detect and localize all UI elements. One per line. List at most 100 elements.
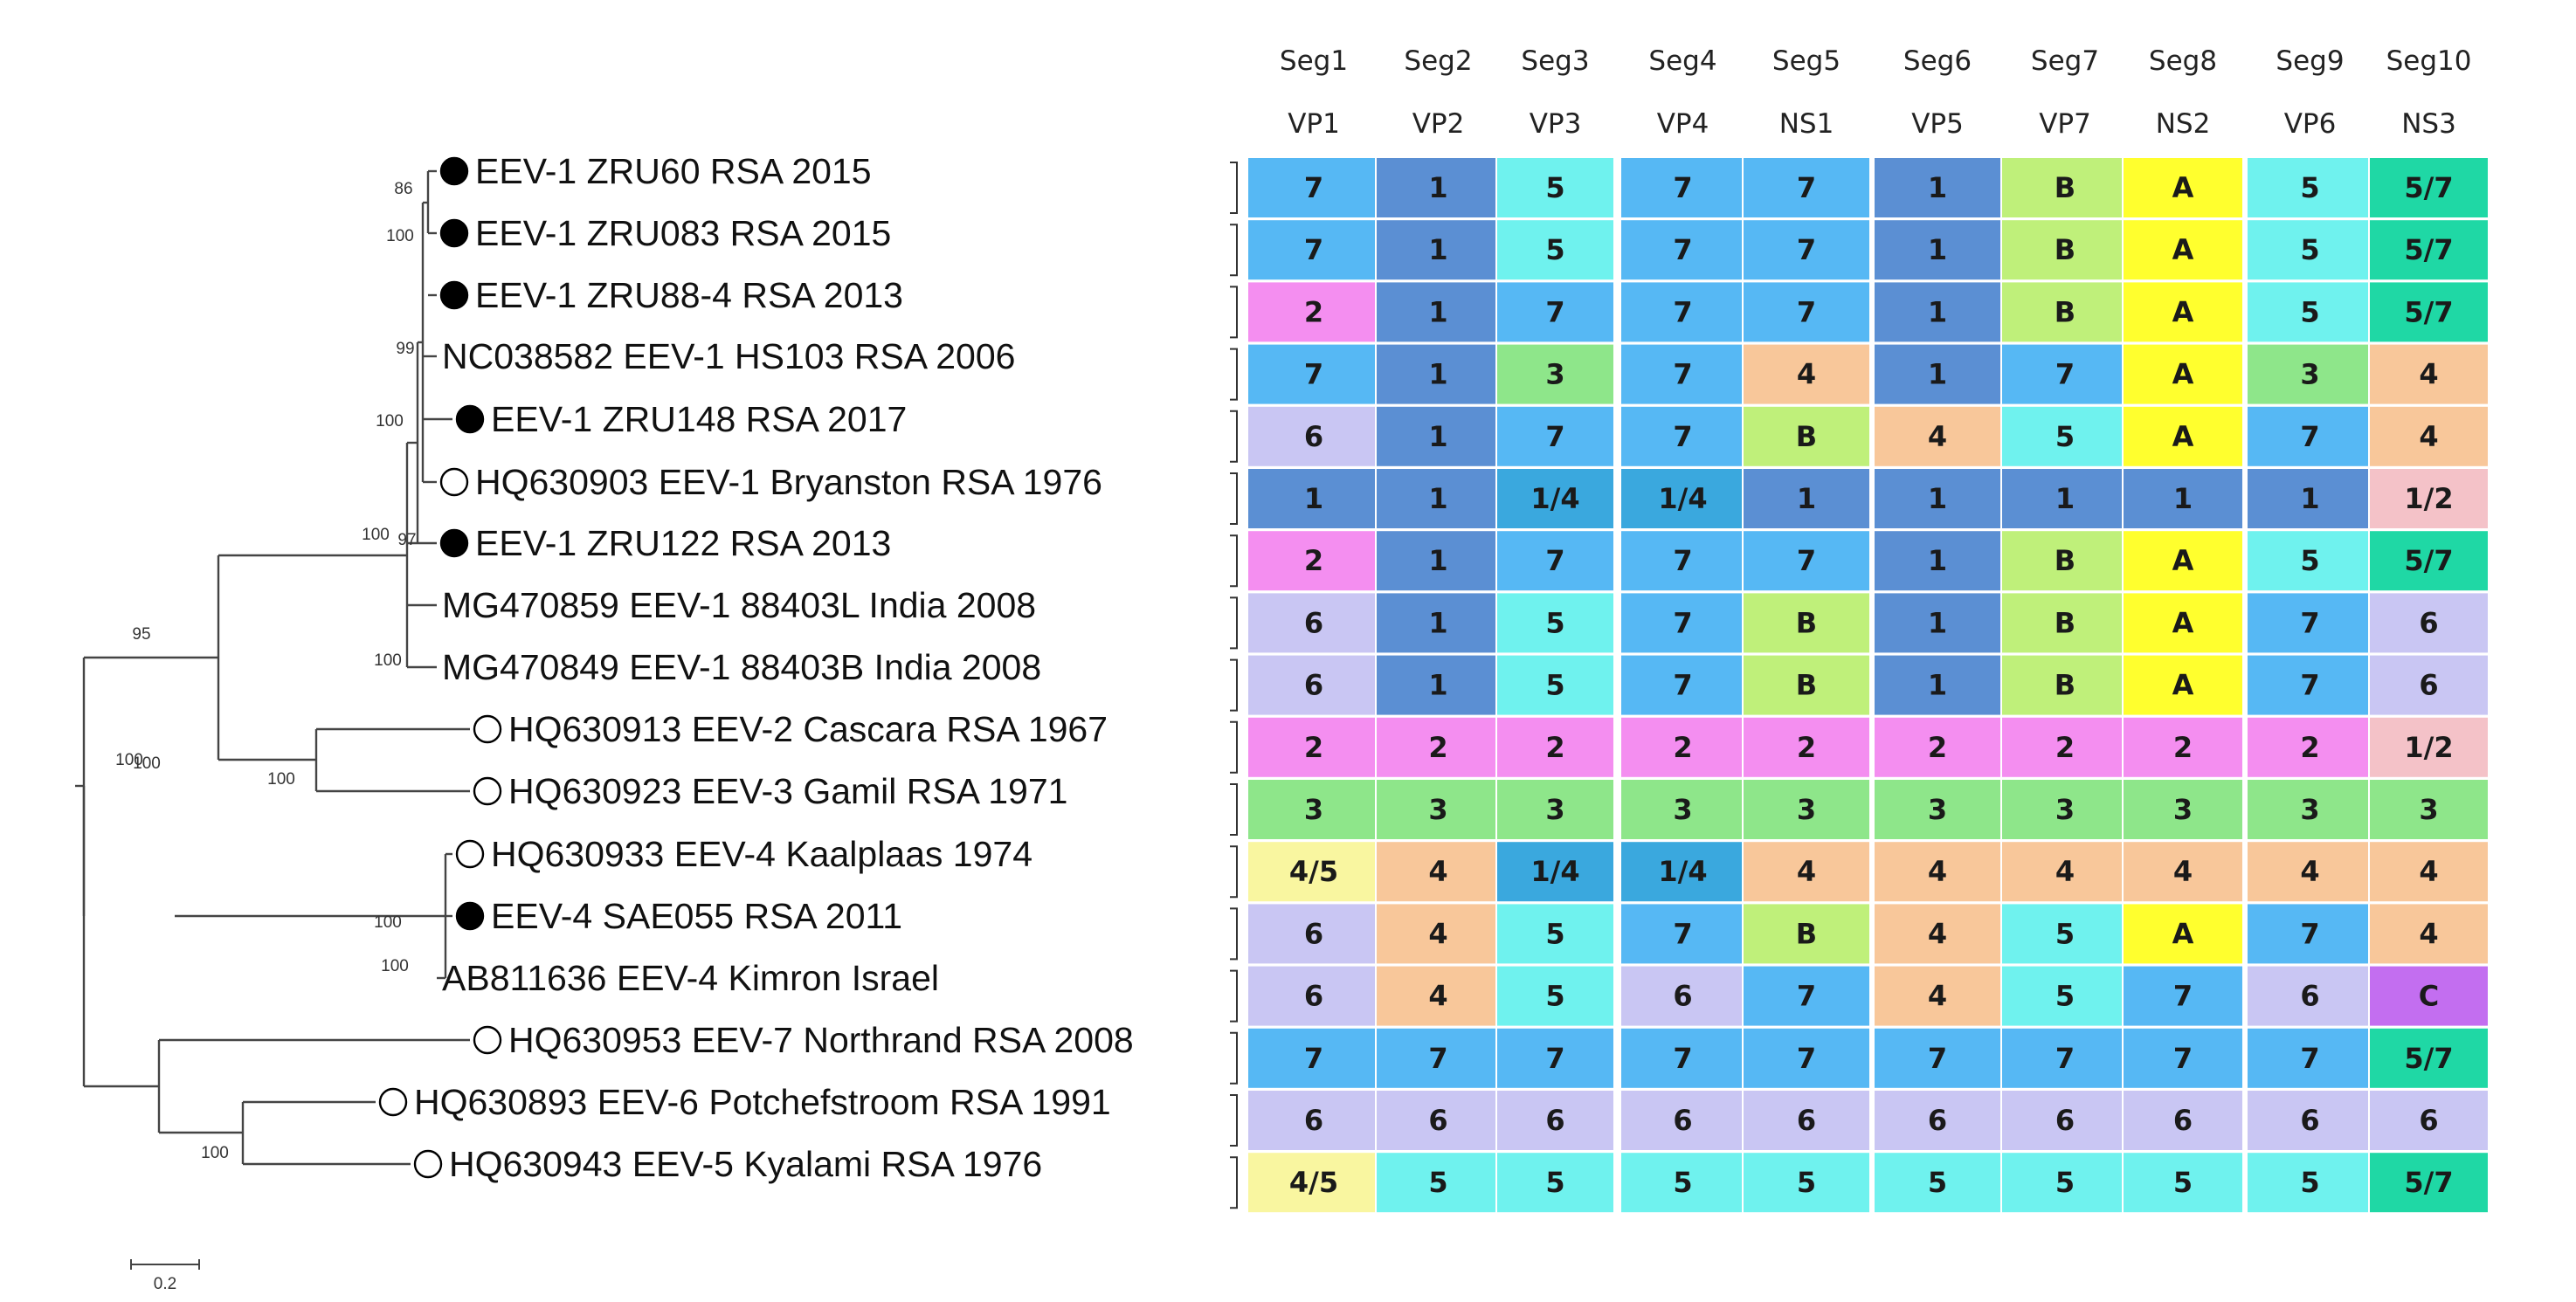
genotype-cell-label: 3 <box>2055 793 2075 826</box>
genotype-cell-label: 5 <box>2173 1166 2193 1199</box>
genotype-cell-label: 1/2 <box>2404 482 2453 515</box>
genotype-cell-label: B <box>2055 295 2075 328</box>
segment-header: Seg1 <box>1280 45 1348 77</box>
genotype-cell-label: 6 <box>2419 1104 2438 1137</box>
genotype-cell <box>1495 964 1615 1028</box>
genotype-cell-label: 1 <box>1797 482 1816 515</box>
genotype-cell-label: 6 <box>1304 669 1323 702</box>
genotype-cell <box>1375 218 1502 282</box>
genotype-cell-label: 3 <box>1928 793 1947 826</box>
row-bracket <box>1230 286 1238 339</box>
genotype-cell <box>2368 591 2490 655</box>
genotype-cell <box>2122 591 2244 655</box>
genotype-cell <box>1495 529 1615 593</box>
bootstrap-value: 100 <box>376 412 404 431</box>
genotype-cell-label: 5 <box>1545 1166 1564 1199</box>
genotype-cell <box>1247 156 1381 219</box>
segment-headers: Seg1 VP1 Seg2 VP2 Seg3 VP3 Seg4 VP4 Seg5 NS1 Seg6 V… <box>1280 45 2472 140</box>
genotype-cell-label: 5 <box>1673 1166 1692 1199</box>
genotype-cell-label: 3 <box>1304 793 1323 826</box>
genotype-cell <box>1873 591 2002 655</box>
genotype-cell <box>1619 218 1746 282</box>
genotype-cell-label: 5 <box>1545 917 1564 950</box>
genotype-cell-label: A <box>2172 233 2194 266</box>
genotype-cell-label: 2 <box>1304 731 1323 764</box>
genotype-cell-label: 3 <box>2419 793 2438 826</box>
genotype-cell <box>1873 1151 2002 1215</box>
genotype-cell <box>1619 156 1746 219</box>
genotype-cell-label: 5 <box>2300 171 2319 204</box>
genotype-cell <box>1873 778 2002 841</box>
row-bracket <box>1230 1156 1238 1209</box>
genotype-cell-label: 7 <box>1673 171 1692 204</box>
genotype-cell <box>2122 1151 2244 1215</box>
genotype-cell-label: 6 <box>2300 1104 2319 1137</box>
genotype-cell <box>2122 964 2244 1028</box>
genotype-cell <box>1742 529 1871 593</box>
row-brackets <box>1230 162 1238 1209</box>
genotype-cell-label: 7 <box>1673 606 1692 639</box>
open-circle-icon <box>455 839 485 869</box>
genotype-cell <box>2000 1026 2130 1090</box>
genotype-cell-label: 6 <box>2419 669 2438 702</box>
genotype-cell-label: 2 <box>2055 731 2075 764</box>
genotype-cell-label: 1 <box>1428 606 1447 639</box>
genotype-cell-label: 5 <box>1928 1166 1947 1199</box>
genotype-cell-label: 4 <box>2173 855 2193 888</box>
genotype-cell-label: 1/4 <box>1658 855 1707 888</box>
open-circle-icon <box>378 1087 408 1117</box>
genotype-cell <box>1247 218 1381 282</box>
genotype-cell-label: 7 <box>1304 171 1323 204</box>
genotype-cell-label: 7 <box>1304 233 1323 266</box>
genotype-cell-label: 7 <box>1428 1042 1447 1075</box>
genotype-cell-label: 4 <box>2419 855 2438 888</box>
genotype-cell-label: 2 <box>1304 544 1323 577</box>
genotype-cell <box>2122 1026 2244 1090</box>
genotype-cell-label: 4 <box>1428 855 1447 888</box>
genotype-cell-label: 7 <box>1673 917 1692 950</box>
genotype-cell <box>1742 467 1871 530</box>
genotype-cell-label: 7 <box>1304 358 1323 391</box>
tree-markers <box>378 156 502 1179</box>
genotype-cell-label: 1 <box>1928 544 1947 577</box>
genotype-cell <box>1247 902 1381 966</box>
bootstrap-value: 100 <box>374 651 402 670</box>
bootstrap-value: 100 <box>386 227 414 245</box>
genotype-cell-label: 7 <box>2173 1042 2193 1075</box>
genotype-cell <box>1619 1151 1746 1215</box>
genotype-cell-label: 7 <box>1673 358 1692 391</box>
genotype-cell <box>2000 218 2130 282</box>
segment-header: Seg7 <box>2031 45 2099 77</box>
genotype-cell <box>1873 280 2002 344</box>
bootstrap-value: 100 <box>267 770 295 789</box>
genotype-cell-label: 1/4 <box>1530 855 1579 888</box>
segment-header: Seg4 <box>1648 45 1716 77</box>
genotype-cell <box>2000 1089 2130 1152</box>
genotype-cell <box>2122 840 2244 904</box>
genotype-cell-label: 3 <box>2300 793 2319 826</box>
genotype-cell <box>1742 653 1871 717</box>
taxon-label: HQ630933 EEV-4 Kaalplaas 1974 <box>491 834 1032 874</box>
genotype-cell-label: 1/4 <box>1658 482 1707 515</box>
genotype-cell <box>2122 156 2244 219</box>
genotype-cell-label: 7 <box>1673 420 1692 453</box>
genotype-cell-label: 4 <box>1428 917 1447 950</box>
genotype-cell-label: 7 <box>1545 544 1564 577</box>
genotype-cell-label: 2 <box>1673 731 1692 764</box>
genotype-cell-label: 1 <box>1304 482 1323 515</box>
genotype-cell-label: 2 <box>1428 731 1447 764</box>
genotype-cell-label: 6 <box>1428 1104 1447 1137</box>
tree-branches <box>75 169 470 1166</box>
row-bracket <box>1230 596 1238 650</box>
genotype-cell <box>1873 653 2002 717</box>
genotype-cell <box>1375 529 1502 593</box>
genotype-cell <box>1375 591 1502 655</box>
genotype-cell-label: 4 <box>2419 917 2438 950</box>
genotype-cell <box>1742 591 1871 655</box>
genotype-cell <box>1619 591 1746 655</box>
filled-circle-icon <box>439 528 469 558</box>
genotype-cell <box>2368 404 2490 468</box>
genotype-cell <box>1873 902 2002 966</box>
genotype-cell <box>2368 715 2490 779</box>
